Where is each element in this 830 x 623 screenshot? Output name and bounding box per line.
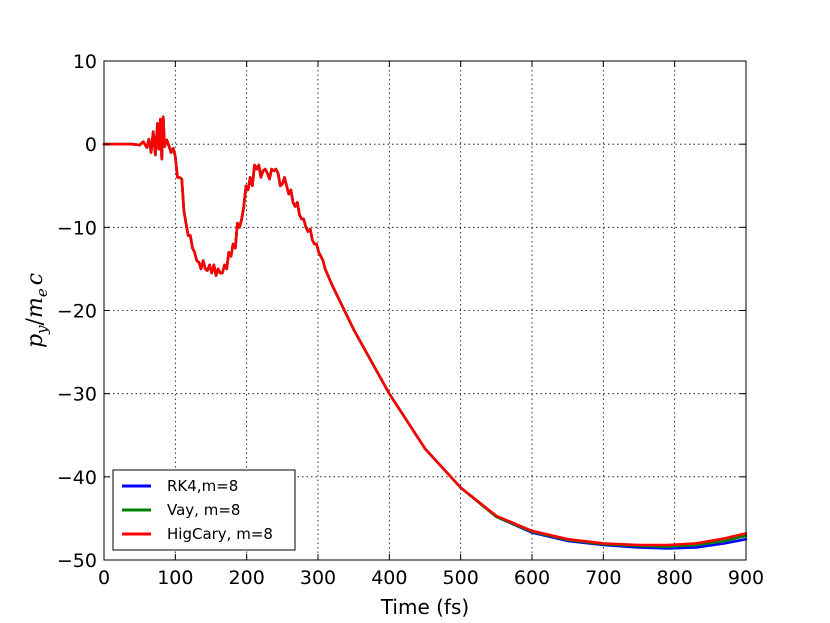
x-tick-label: 600 (514, 567, 550, 589)
y-label-m: m (23, 297, 48, 318)
x-tick-label: 900 (728, 567, 764, 589)
x-tick-label: 700 (585, 567, 621, 589)
y-label-c: c (23, 273, 48, 285)
legend-items: RK4,m=8 Vay, m=8 HigCary, m=8 (122, 477, 273, 543)
y-label-slash: / (23, 317, 48, 325)
x-tick-label: 200 (229, 567, 265, 589)
x-tick-label: 0 (98, 567, 110, 589)
series-line-higcary-m-8 (102, 115, 748, 547)
y-tick-label: −10 (57, 217, 97, 239)
x-tick-label: 400 (371, 567, 407, 589)
tick-labels: 0 100 200 300 400 500 600 700 800 900100−10−20−30… (57, 51, 764, 589)
y-tick-label: −40 (57, 467, 97, 489)
axis-ticks (103, 60, 747, 561)
y-tick-label: 10 (73, 51, 97, 73)
y-tick-label: −20 (57, 301, 97, 323)
legend-label: HigCary, m=8 (167, 525, 273, 543)
legend: RK4,m=8 Vay, m=8 HigCary, m=8 (112, 469, 296, 551)
y-axis-title: py/mec (23, 273, 51, 348)
y-label-sub-y: y (33, 325, 51, 335)
y-label-p: p (23, 334, 48, 348)
x-tick-label: 100 (157, 567, 193, 589)
x-axis-title: Time (fs) (380, 595, 469, 619)
x-tick-label: 800 (657, 567, 693, 589)
legend-label: Vay, m=8 (167, 501, 240, 519)
y-tick-label: −30 (57, 384, 97, 406)
x-tick-label: 300 (300, 567, 336, 589)
y-tick-label: −50 (57, 550, 97, 572)
y-axis-title-text: py/mec (23, 273, 51, 348)
x-tick-label: 500 (443, 567, 479, 589)
legend-label: RK4,m=8 (167, 477, 238, 495)
y-tick-label: 0 (85, 134, 97, 156)
y-label-sub-e: e (33, 288, 51, 297)
series-lines (102, 115, 748, 550)
